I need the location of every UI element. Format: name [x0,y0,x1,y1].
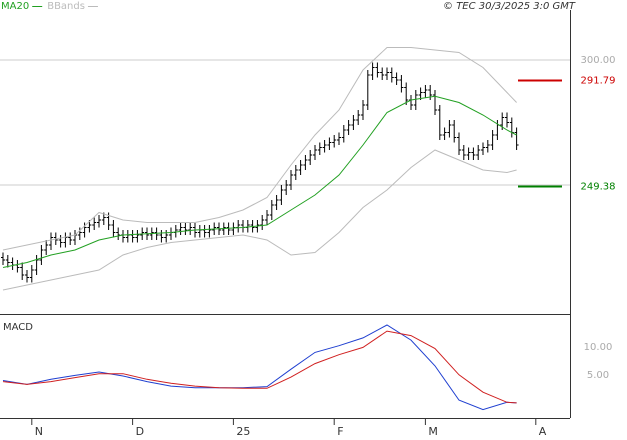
overlay-line [2,149,517,291]
macd-line [2,330,517,404]
macd-title: MACD [3,322,33,333]
y-tick-label: 10.00 [584,342,613,353]
x-tick-label: N [35,425,43,438]
copyright: © TEC 30/3/2025 3:0 GMT [443,1,576,12]
level-label: 291.79 [581,76,616,87]
x-tick-label: A [539,425,547,438]
level-label: 249.38 [581,182,616,193]
level-label-bg [576,180,621,193]
legend-label: BBands [47,1,85,12]
level-label-bg [576,74,621,87]
x-tick-label: F [337,425,343,438]
overlay-line [2,95,517,268]
macd-line [2,324,517,411]
y-tick-label: 5.00 [587,370,609,381]
legend-label: MA20 [1,1,29,12]
x-tick-label: M [428,425,438,438]
y-tick-label: 300.00 [581,55,616,66]
overlay-line [2,47,517,251]
x-tick-label: D [136,425,144,438]
x-tick-label: 25 [236,425,250,438]
